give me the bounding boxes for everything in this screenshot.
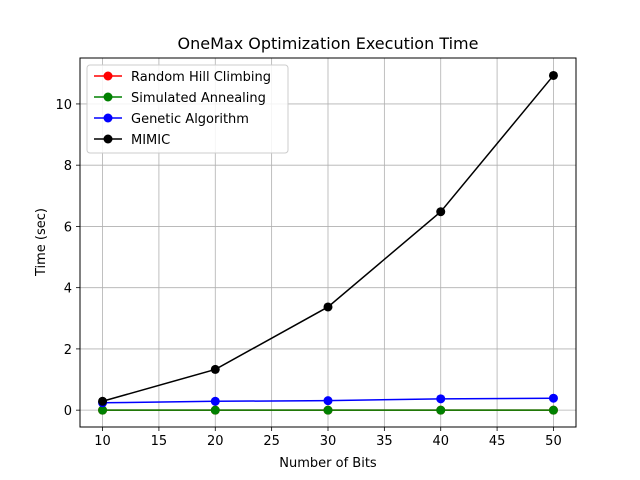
data-point [548,393,558,403]
data-point [323,396,333,406]
legend-item: Random Hill Climbing [94,70,271,85]
y-axis: 0 2 4 6 8 10 [55,98,80,419]
legend-item: Simulated Annealing [94,91,266,106]
data-point [98,396,108,406]
grid-lines [80,58,576,427]
x-tick-label: 45 [489,434,506,449]
data-point [436,394,446,404]
legend-item: MIMIC [94,133,170,148]
data-point [323,405,333,415]
legend-marker [103,71,113,81]
x-tick-label: 40 [432,434,449,449]
data-point [436,405,446,415]
y-tick-label: 4 [64,282,72,297]
legend-label: MIMIC [131,133,170,148]
series-simulated-annealing [98,405,558,415]
series-layer [98,70,558,415]
x-tick-label: 25 [263,434,280,449]
legend-label: Random Hill Climbing [131,70,271,85]
y-tick-label: 6 [64,220,72,235]
legend-item: Genetic Algorithm [94,112,249,127]
data-point [548,405,558,415]
series-mimic [98,70,558,406]
x-tick-label: 30 [320,434,337,449]
data-point [210,396,220,406]
legend: Random Hill Climbing Simulated Annealing G… [86,64,289,154]
x-tick-label: 20 [207,434,224,449]
x-tick-label: 35 [376,434,393,449]
legend-marker [103,92,113,102]
legend-box [86,64,289,154]
data-point [98,405,108,415]
y-tick-label: 10 [55,98,72,113]
y-axis-label: Time (sec) [34,208,49,277]
y-tick-label: 8 [64,159,72,174]
y-tick-label: 0 [64,404,72,419]
data-point [210,364,220,374]
x-tick-label: 15 [151,434,168,449]
chart-title: OneMax Optimization Execution Time [178,34,479,53]
x-axis-label: Number of Bits [279,456,377,471]
data-point [548,70,558,80]
legend-marker [103,113,113,123]
legend-label: Genetic Algorithm [131,112,249,127]
data-point [323,302,333,312]
x-tick-label: 10 [94,434,111,449]
legend-label: Simulated Annealing [131,91,266,106]
data-point [436,207,446,217]
x-axis: 10 15 20 25 30 35 40 45 50 [94,427,562,449]
y-tick-label: 2 [64,343,72,358]
x-tick-label: 50 [545,434,562,449]
data-point [210,405,220,415]
legend-marker [103,134,113,144]
